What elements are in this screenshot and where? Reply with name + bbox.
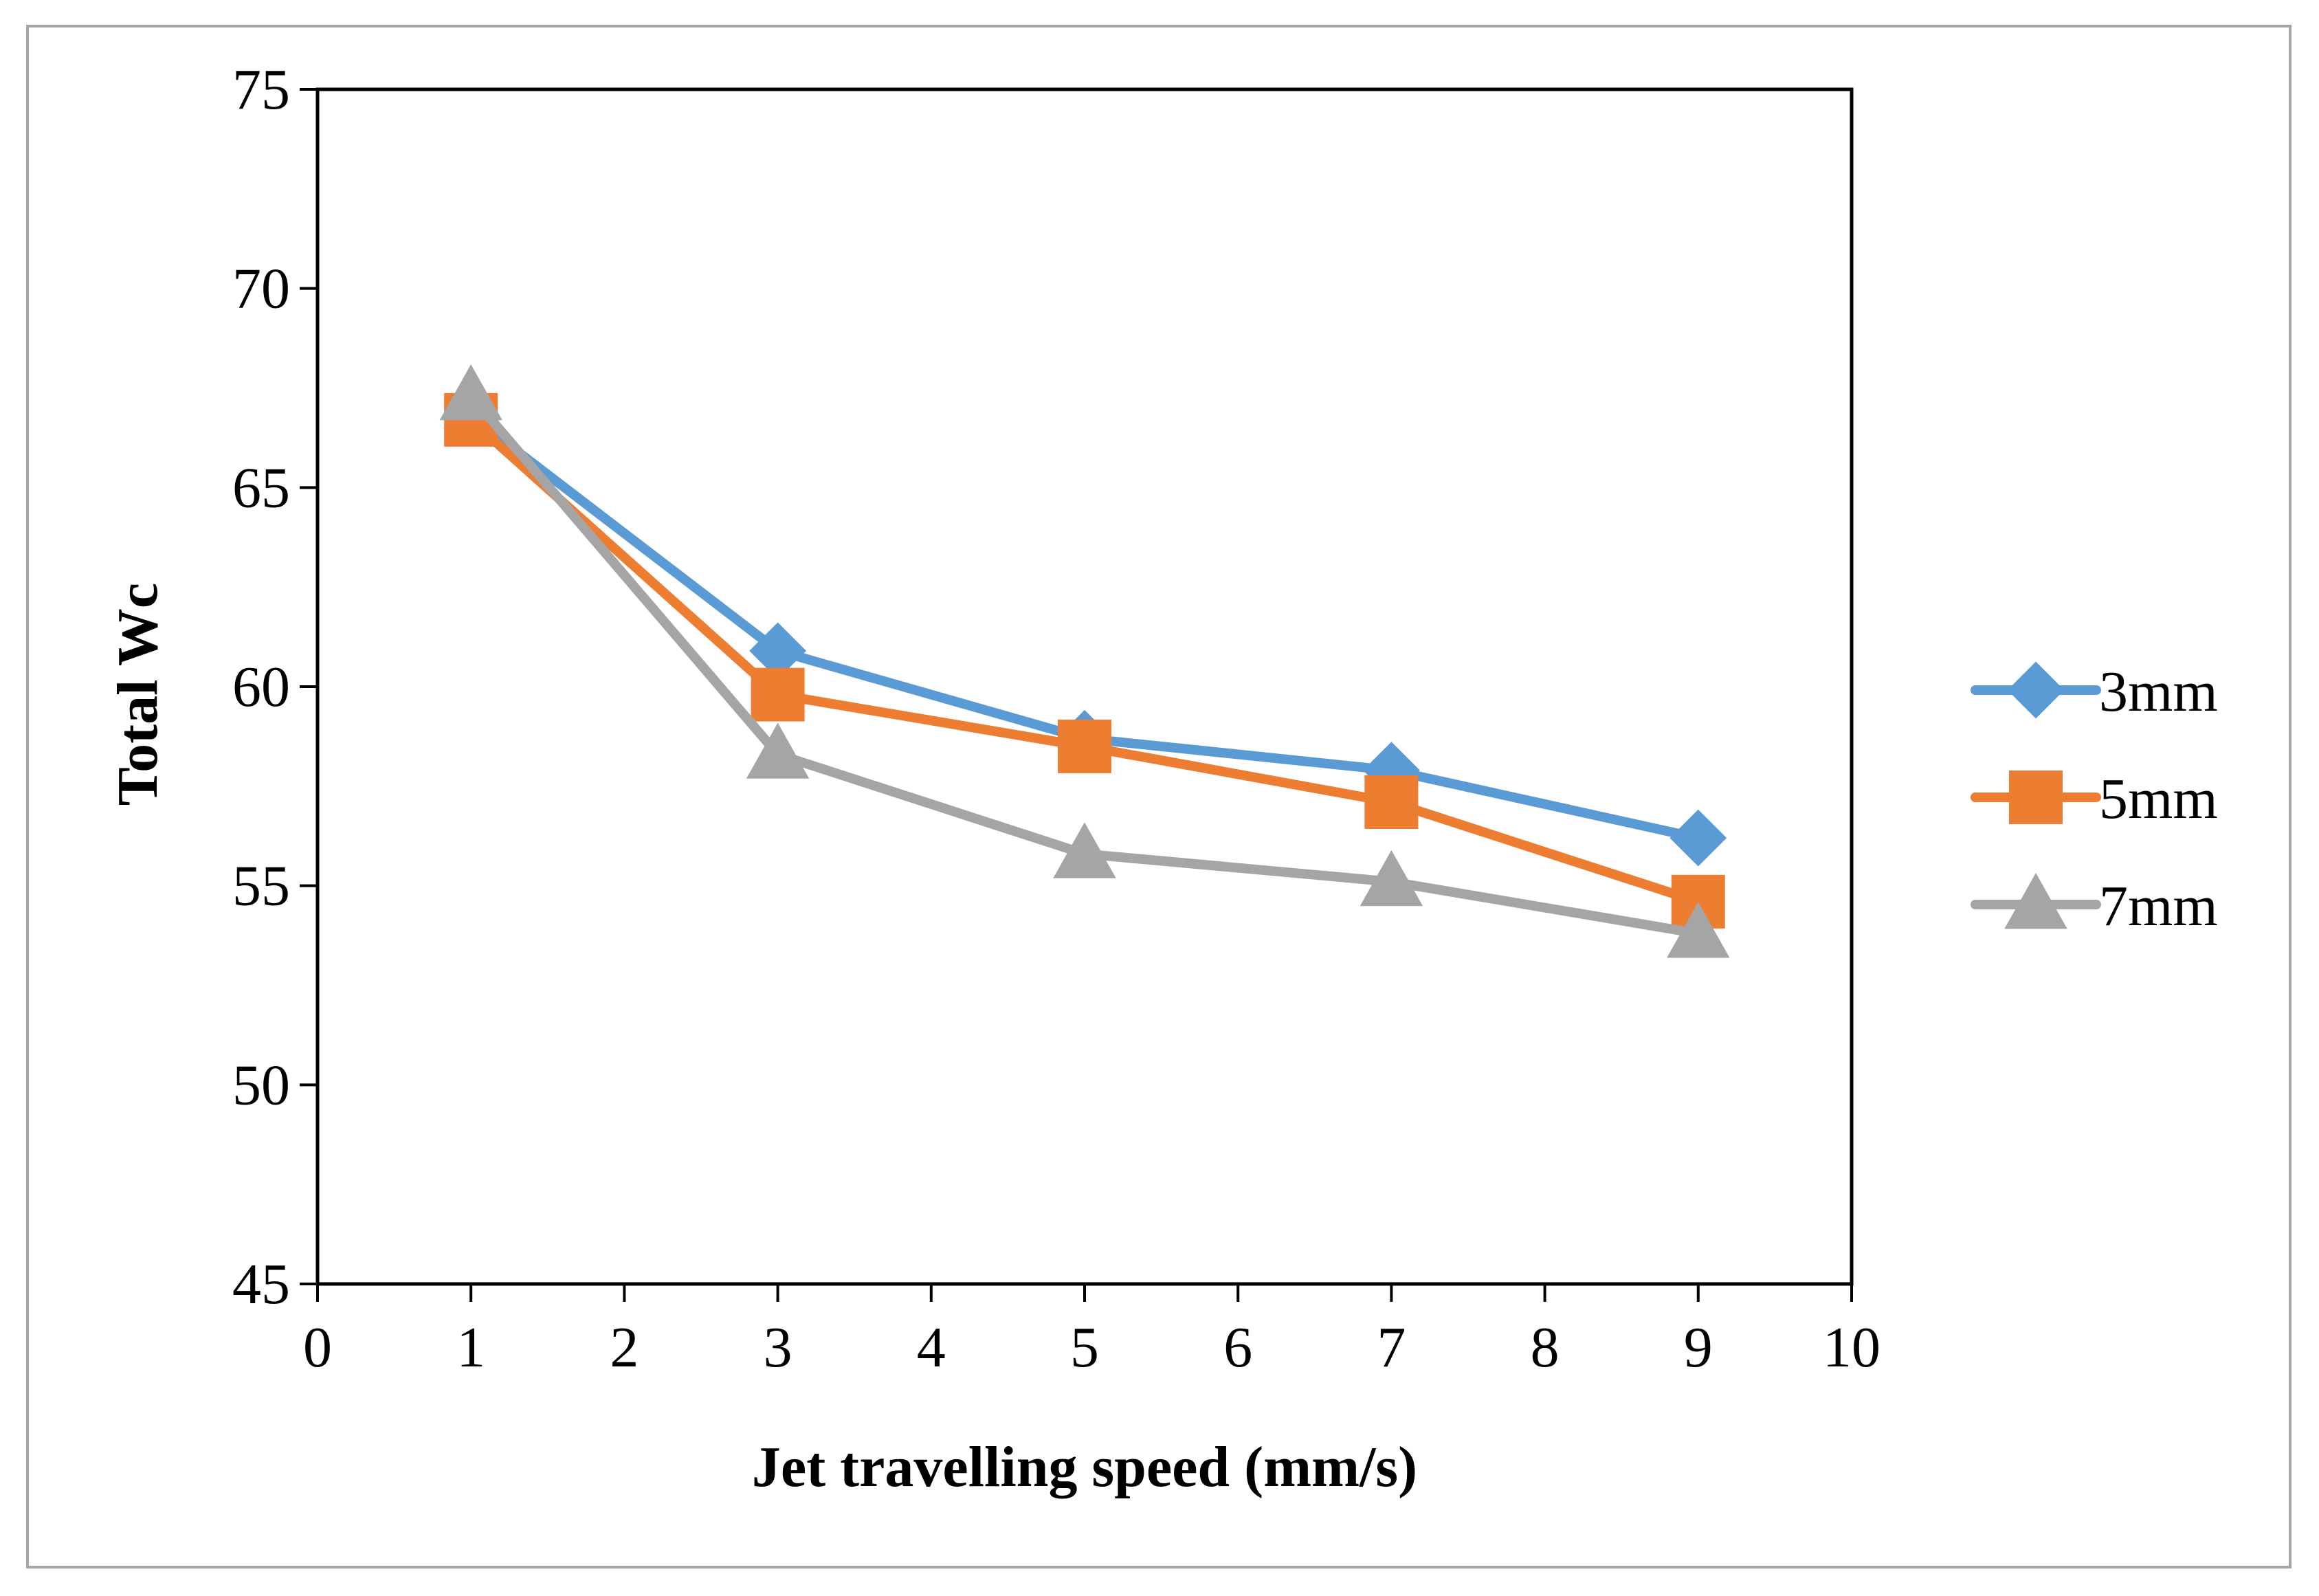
- y-tick-label: 65: [232, 456, 290, 520]
- legend-item-3mm: 3mm: [1971, 660, 2218, 724]
- y-tick-label: 70: [232, 257, 290, 321]
- x-tick-label: 5: [1070, 1316, 1099, 1379]
- y-tick-label: 75: [232, 58, 290, 122]
- legend: 3mm 5mm 7mm: [1971, 660, 2218, 938]
- legend-item-7mm: 7mm: [1971, 872, 2218, 938]
- x-tick-label: 7: [1377, 1316, 1406, 1379]
- chart-frame: [26, 25, 2292, 1569]
- y-tick-label: 60: [232, 655, 290, 719]
- data-point-5mm: [1364, 775, 1419, 830]
- legend-item-5mm: 5mm: [1971, 767, 2218, 831]
- series-3mm: [442, 387, 1727, 867]
- legend-marker: [2009, 771, 2063, 824]
- x-tick-label: 6: [1223, 1316, 1252, 1379]
- legend-label: 3mm: [2099, 660, 2218, 724]
- y-tick-label: 50: [232, 1053, 290, 1117]
- x-tick-label: 0: [303, 1316, 332, 1379]
- x-tick-label: 3: [764, 1316, 792, 1379]
- y-tick-label: 45: [232, 1252, 290, 1316]
- plot-area-border: [315, 87, 1854, 1286]
- data-point-7mm: [1053, 822, 1116, 878]
- x-tick-label: 10: [1823, 1316, 1880, 1379]
- series-line-3mm: [466, 411, 1703, 843]
- legend-label: 5mm: [2099, 767, 2218, 831]
- data-point-7mm: [1360, 850, 1423, 907]
- x-tick-label: 4: [917, 1316, 946, 1379]
- data-point-7mm: [1667, 902, 1730, 958]
- x-tick-label: 8: [1531, 1316, 1560, 1379]
- data-point-7mm: [439, 364, 502, 421]
- legend-marker: [2007, 661, 2065, 719]
- legend-label: 7mm: [2099, 874, 2218, 938]
- x-tick-label: 1: [456, 1316, 485, 1379]
- y-axis-title: Total Wc: [106, 583, 170, 806]
- x-tick-label: 9: [1684, 1316, 1713, 1379]
- data-point-3mm: [1669, 809, 1727, 867]
- legend-marker: [2004, 872, 2067, 929]
- series-7mm: [439, 364, 1730, 958]
- series-layer: [439, 364, 1730, 958]
- data-point-7mm: [746, 722, 810, 779]
- data-point-5mm: [1058, 719, 1111, 773]
- y-tick-label: 55: [232, 854, 290, 918]
- data-point-5mm: [751, 667, 805, 722]
- x-tick-label: 2: [610, 1316, 639, 1379]
- x-axis-title: Jet travelling speed (mm/s): [752, 1435, 1417, 1499]
